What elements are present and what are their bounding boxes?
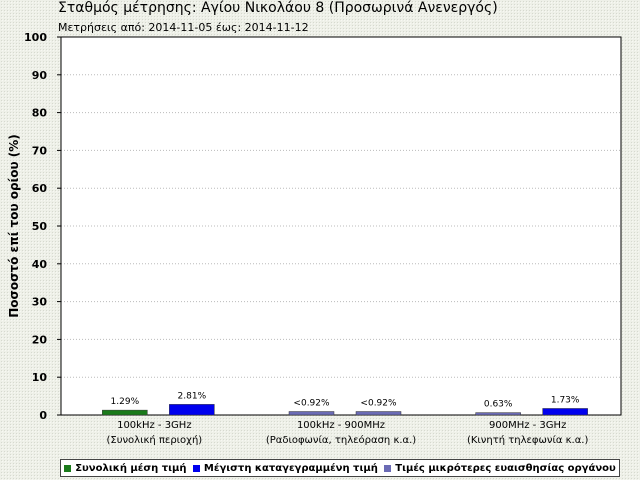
legend-swatch-max [192,464,200,472]
y-tick-label: 60 [32,182,48,195]
legend-swatch-below-sensitivity [384,464,392,472]
x-tick-sublabel: (Κινητή τηλεφωνία κ.α.) [467,434,589,446]
x-tick-sublabel: (Συνολική περιοχή) [106,434,202,446]
bar-value-label: <0.92% [360,399,397,409]
legend-item-mean: Συνολική μέση τιμή [64,463,186,474]
legend-item-below-sensitivity: Τιμές μικρότερες ευαισθησίας οργάνου [384,463,616,474]
y-tick-label: 10 [32,371,48,384]
legend-label-mean: Συνολική μέση τιμή [75,462,187,474]
x-tick-label: 900MHz - 3GHz [489,420,566,431]
bar-value-label: 1.73% [551,395,580,405]
legend-label-max: Μέγιστη καταγεγραμμένη τιμή [203,462,378,474]
chart-legend: Συνολική μέση τιμή Μέγιστη καταγεγραμμέν… [60,459,620,477]
chart-title: Σταθμός μέτρησης: Αγίου Νικολάου 8 (Προσ… [58,0,498,16]
bar [102,409,148,416]
y-tick-label: 0 [39,409,47,422]
legend-item-max: Μέγιστη καταγεγραμμένη τιμή [192,462,378,474]
bar [475,412,521,416]
bar-value-label: 1.29% [111,397,140,407]
bar [355,411,402,416]
y-tick-label: 90 [32,69,48,82]
y-tick-label: 40 [32,258,48,271]
bar [288,411,335,416]
x-tick-sublabel: (Ραδιοφωνία, τηλεόραση κ.α.) [266,434,416,446]
y-tick-label: 70 [32,144,48,157]
legend-label-below-sensitivity: Τιμές μικρότερες ευαισθησίας οργάνου [395,462,616,474]
x-tick-label: 100kHz - 3GHz [117,420,192,431]
bar [542,408,588,416]
bar-chart: 0 10 20 30 40 50 60 70 80 90 100 Ποσοστό επί του ορ… [7,31,622,446]
chart-subtitle: Μετρήσεις από: 2014-11-05 έως: 2014-11-1… [58,21,309,34]
y-tick-label: 100 [24,31,47,44]
bar-value-label: 0.63% [484,400,513,410]
y-tick-label: 20 [32,333,48,346]
y-tick-label: 80 [32,107,48,120]
legend-swatch-mean [64,464,72,472]
x-tick-label: 100kHz - 900MHz [297,420,385,431]
bar [169,404,215,416]
y-tick-label: 50 [32,220,48,233]
y-tick-label: 30 [32,296,48,309]
bar-value-label: <0.92% [293,399,330,409]
plot-frame [60,36,622,416]
bar-value-label: 2.81% [178,391,207,401]
y-axis-label: Ποσοστό επί του ορίου (%) [7,134,21,318]
